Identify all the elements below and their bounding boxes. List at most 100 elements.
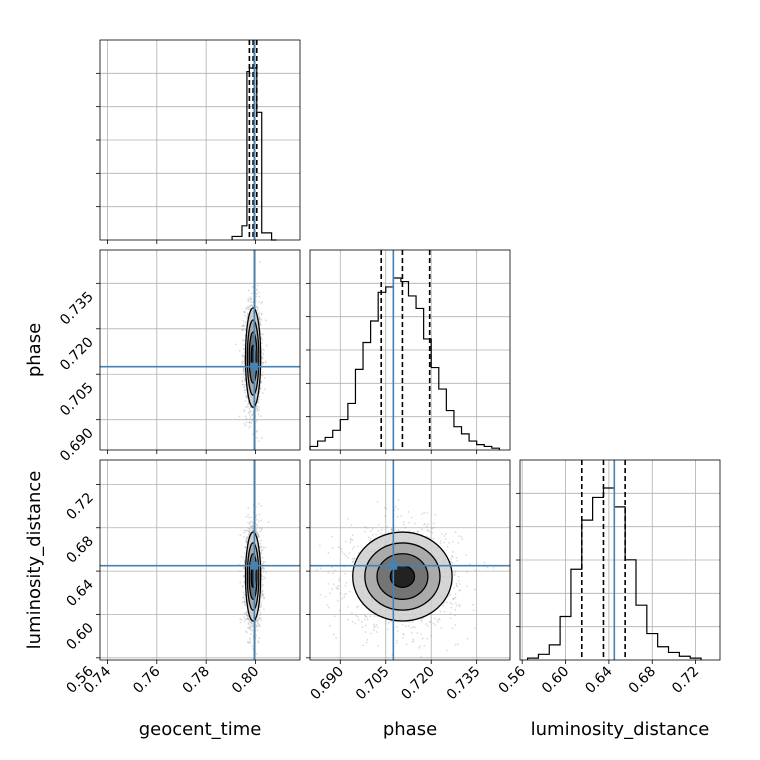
sample-point: [239, 570, 241, 573]
sample-point: [249, 633, 252, 635]
sample-point: [356, 615, 359, 618]
sample-point: [243, 362, 246, 365]
sample-point: [259, 601, 262, 604]
sample-point: [386, 525, 389, 528]
sample-point: [240, 362, 243, 365]
sample-point: [364, 631, 367, 633]
sample-point: [251, 419, 254, 422]
sample-point: [254, 636, 257, 639]
sample-point: [460, 535, 463, 538]
sample-point: [417, 530, 419, 533]
sample-point: [259, 387, 262, 390]
sample-point: [260, 313, 263, 316]
sample-point: [380, 528, 383, 531]
sample-point: [248, 421, 251, 424]
sample-point: [242, 575, 245, 577]
sample-point: [238, 415, 241, 418]
sample-point: [244, 392, 246, 394]
sample-point: [258, 614, 261, 617]
sample-point: [466, 585, 468, 587]
sample-point: [246, 617, 249, 620]
sample-point: [255, 624, 257, 626]
sample-point: [387, 531, 390, 533]
sample-point: [261, 589, 264, 592]
sample-point: [439, 542, 442, 545]
sample-point: [261, 374, 264, 377]
sample-point: [246, 614, 249, 617]
sample-point: [442, 541, 445, 544]
sample-point: [258, 637, 261, 639]
sample-point: [402, 523, 405, 526]
sample-point: [250, 621, 253, 624]
sample-point: [261, 593, 264, 595]
sample-point: [250, 422, 253, 424]
sample-point: [245, 538, 248, 541]
sample-point: [457, 542, 460, 544]
y-tick-label-phase: 0.720: [57, 334, 97, 374]
sample-point: [345, 593, 348, 595]
sample-point: [250, 292, 253, 295]
sample-point: [352, 560, 354, 563]
sample-point: [244, 546, 247, 548]
sample-point: [248, 407, 251, 410]
sample-point: [427, 529, 429, 532]
sample-point: [350, 524, 353, 526]
sample-point: [255, 634, 257, 637]
sample-point: [402, 636, 404, 639]
sample-point: [251, 305, 254, 307]
sample-point: [249, 406, 252, 408]
sample-point: [251, 624, 254, 627]
sample-point: [255, 506, 257, 508]
sample-point: [254, 627, 257, 629]
sample-point: [364, 525, 367, 528]
sample-point: [315, 569, 318, 572]
sample-point: [365, 615, 367, 618]
sample-point: [397, 529, 400, 532]
sample-point: [351, 620, 354, 623]
sample-point: [258, 609, 261, 612]
sample-point: [249, 410, 252, 412]
sample-point: [254, 282, 257, 285]
sample-point: [250, 525, 253, 528]
sample-point: [413, 522, 416, 525]
sample-point: [259, 321, 261, 323]
sample-point: [257, 622, 260, 625]
sample-point: [263, 561, 266, 563]
sample-point: [255, 528, 258, 530]
axes-frame: [99, 249, 301, 451]
sample-point: [408, 521, 410, 524]
sample-point: [248, 516, 251, 519]
sample-point: [260, 595, 263, 598]
sample-point: [247, 298, 249, 301]
sample-point: [331, 566, 334, 569]
sample-point: [261, 566, 264, 569]
sample-point: [245, 536, 248, 539]
sample-point: [258, 315, 261, 318]
sample-point: [245, 421, 248, 424]
sample-point: [261, 371, 264, 374]
sample-point: [246, 397, 249, 400]
sample-point: [431, 531, 434, 534]
sample-point: [402, 521, 405, 523]
sample-point: [420, 656, 423, 659]
sample-point: [260, 312, 263, 315]
sample-point: [413, 626, 416, 629]
sample-point: [445, 538, 447, 540]
sample-point: [454, 602, 457, 605]
sample-point: [247, 622, 250, 624]
sample-point: [429, 621, 432, 624]
sample-point: [261, 575, 264, 578]
sample-point: [264, 319, 267, 322]
sample-point: [454, 570, 457, 572]
sample-point: [248, 306, 251, 309]
sample-point: [255, 405, 258, 407]
sample-point: [256, 419, 258, 422]
sample-point: [411, 640, 414, 643]
sample-point: [243, 620, 246, 623]
sample-point: [246, 405, 249, 408]
sample-point: [257, 440, 260, 443]
sample-point: [420, 633, 423, 635]
sample-point: [261, 593, 264, 595]
sample-point: [349, 541, 352, 544]
sample-point: [263, 567, 266, 570]
